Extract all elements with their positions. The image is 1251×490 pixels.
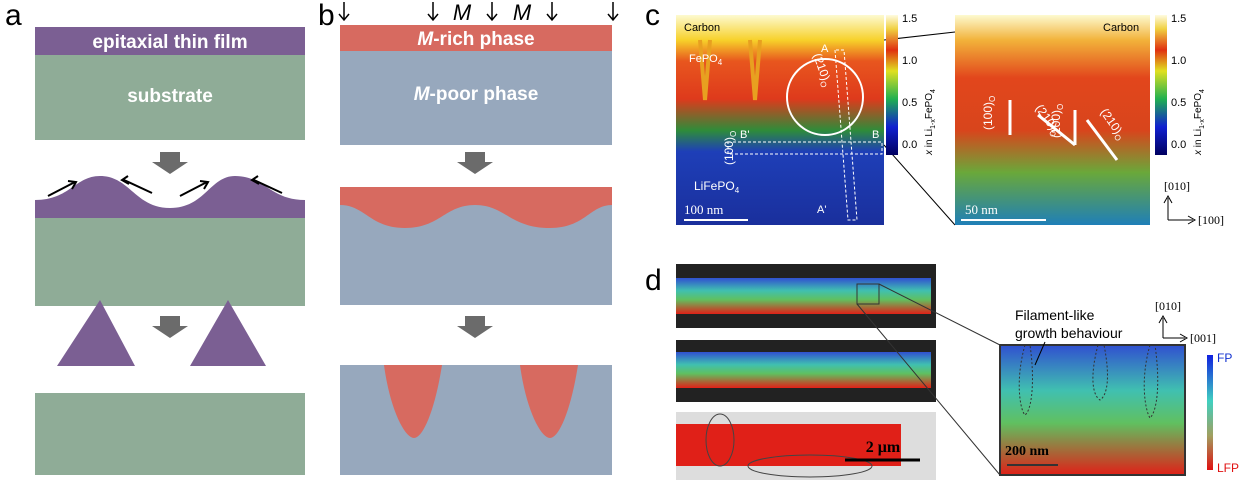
scale-label: 50 nm bbox=[965, 202, 998, 217]
panel-label: a bbox=[5, 0, 22, 32]
sub: 4 bbox=[718, 58, 723, 67]
plane-main: (100) bbox=[1049, 110, 1063, 138]
title-part: in Li bbox=[924, 129, 935, 150]
arrow bbox=[152, 316, 188, 338]
title-part: FePO bbox=[1193, 93, 1204, 119]
fp-label: FP bbox=[1217, 351, 1232, 365]
colorbar: 1.5 1.0 0.5 0.0 x in Li1-xFePO4 bbox=[1155, 13, 1206, 156]
axes-arrows bbox=[1159, 316, 1187, 342]
colorbar-tick: 1.5 bbox=[1171, 13, 1186, 25]
annotation: growth behaviour bbox=[1015, 325, 1123, 341]
axis-up: [010] bbox=[1164, 179, 1190, 193]
arrow bbox=[152, 152, 188, 174]
title-part: in Li bbox=[1193, 129, 1204, 150]
m: M bbox=[417, 29, 434, 50]
flux-arrows bbox=[339, 2, 618, 20]
sub: 4 bbox=[735, 186, 740, 195]
title-part: FePO bbox=[924, 93, 935, 119]
islands bbox=[57, 300, 266, 366]
particle-image bbox=[676, 278, 931, 314]
lfp-label: LFP bbox=[1217, 461, 1239, 475]
poor-label: M-poor phase bbox=[414, 84, 539, 105]
colorbar-tick: 0.0 bbox=[1171, 139, 1186, 151]
map-image bbox=[676, 15, 884, 225]
colorbar-tick: 1.5 bbox=[902, 13, 917, 25]
fepo: FePO4 bbox=[689, 53, 723, 67]
substrate-label: substrate bbox=[127, 86, 213, 107]
film-label: epitaxial thin film bbox=[92, 32, 247, 53]
text: -rich phase bbox=[433, 29, 534, 50]
axis-right: [100] bbox=[1198, 213, 1224, 227]
axis-up: [010] bbox=[1155, 299, 1181, 313]
title-part: 4 bbox=[1199, 89, 1206, 93]
plane-main: (100) bbox=[981, 102, 995, 130]
title-part: 1-x bbox=[1199, 119, 1206, 129]
rich-label: M-rich phase bbox=[417, 29, 534, 50]
colorbar-tick: 0.0 bbox=[902, 139, 917, 151]
t: (100) bbox=[722, 137, 736, 165]
sub: O bbox=[729, 131, 738, 137]
arrow bbox=[457, 152, 493, 174]
t: FePO bbox=[689, 53, 718, 65]
m: M bbox=[414, 84, 431, 105]
scale-label: 2 μm bbox=[866, 439, 901, 456]
colorbar-tick: 0.5 bbox=[902, 97, 917, 109]
title-part: 1-x bbox=[930, 119, 937, 129]
lifepo: LiFePO4 bbox=[694, 179, 740, 195]
text: -poor phase bbox=[430, 84, 539, 105]
substrate bbox=[35, 218, 305, 306]
point-b: B bbox=[872, 129, 879, 141]
colorbar-tick: 0.5 bbox=[1171, 97, 1186, 109]
plane-sub: O bbox=[988, 96, 997, 102]
point-a-prime: A' bbox=[817, 204, 826, 216]
m-marker: M bbox=[513, 0, 532, 25]
colorbar-title: x in Li1-xFePO4 bbox=[924, 89, 937, 156]
point-a: A bbox=[821, 43, 829, 55]
colorbar-tick: 1.0 bbox=[1171, 55, 1186, 67]
colorbar bbox=[1207, 355, 1213, 470]
scale-label: 200 nm bbox=[1005, 444, 1049, 459]
carbon: Carbon bbox=[1103, 22, 1139, 34]
t: LiFePO bbox=[694, 179, 735, 193]
colorbar-fill bbox=[1155, 15, 1167, 155]
panel-label: d bbox=[645, 264, 662, 297]
scale-label: 100 nm bbox=[684, 202, 723, 217]
panel-label: c bbox=[645, 0, 660, 32]
annotation: Filament-like bbox=[1015, 307, 1095, 323]
figure: a epitaxial thin film substrate b M M M-… bbox=[0, 0, 1251, 490]
plane-sub: O bbox=[1056, 104, 1065, 110]
point-b-prime: B' bbox=[740, 129, 749, 141]
particle-image bbox=[676, 352, 931, 388]
axes-arrows bbox=[1164, 196, 1195, 224]
colorbar-fill bbox=[886, 15, 898, 155]
colorbar-title: x in Li1-xFePO4 bbox=[1193, 89, 1206, 156]
colorbar-tick: 1.0 bbox=[902, 55, 917, 67]
substrate bbox=[35, 393, 305, 475]
m-marker: M bbox=[453, 0, 472, 25]
carbon: Carbon bbox=[684, 22, 720, 34]
arrow bbox=[457, 316, 493, 338]
axis-right: [001] bbox=[1190, 331, 1216, 345]
panel-label: b bbox=[318, 0, 335, 32]
title-part: 4 bbox=[930, 89, 937, 93]
